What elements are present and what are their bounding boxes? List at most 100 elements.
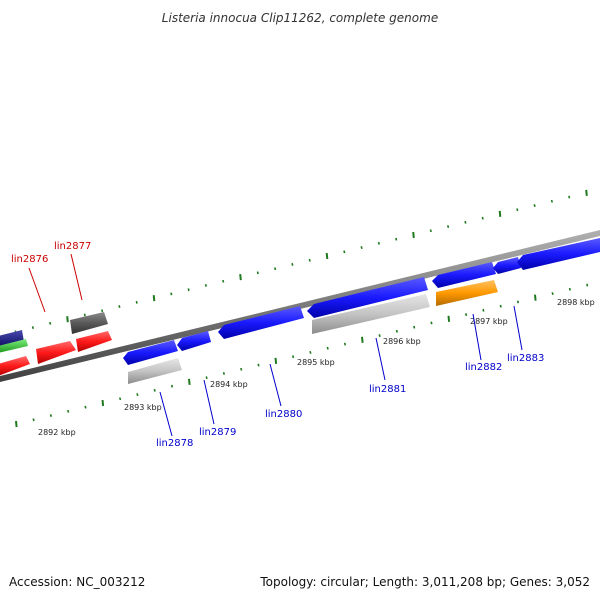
tick-mark (188, 378, 191, 385)
gene-label-lines (28, 253, 523, 437)
tick-mark (153, 388, 156, 392)
leader-line-lin2882 (472, 313, 482, 361)
tick-tracks (14, 189, 589, 428)
tick-mark (447, 315, 451, 322)
gene-label-lin2882: lin2882 (465, 362, 502, 373)
lower-strand-features (128, 280, 498, 384)
tick-mark (481, 216, 484, 220)
tick-mark (551, 292, 554, 295)
gene-arrow-red-3 (0, 356, 30, 376)
gene-arrow-lin2882 (432, 262, 496, 288)
tick-mark (291, 263, 294, 266)
tick-mark (361, 336, 364, 343)
tick-mark (119, 397, 122, 401)
tick-mark (430, 321, 433, 325)
tick-mark (309, 351, 312, 354)
leader-line-lin2883 (513, 305, 523, 351)
tick-mark (568, 195, 571, 199)
tick-mark (447, 225, 450, 228)
tick-mark (274, 357, 278, 364)
gene-arrow-lin2883a (493, 257, 521, 274)
tick-mark (429, 229, 432, 233)
gene-arrow-grey-light-2 (312, 294, 430, 334)
gene-arrow-orange (436, 280, 498, 306)
tick-mark (101, 399, 105, 407)
tick-mark (118, 305, 121, 308)
tick-mark (343, 342, 347, 346)
tick-mark (550, 199, 553, 203)
tick-mark (32, 418, 35, 422)
tick-mark (239, 274, 242, 281)
leader-line-lin2878 (159, 391, 173, 437)
gene-arrow-lin2883 (517, 238, 600, 270)
tick-mark (308, 258, 311, 262)
gene-labels: lin2876 lin2877 lin2878 lin2879 lin2880 … (11, 241, 544, 449)
tick-mark (568, 287, 571, 291)
kbp-label: 2897 kbp (470, 317, 508, 326)
map-title: Listeria innocua Clip11262, complete gen… (162, 11, 438, 25)
tick-mark (585, 189, 588, 196)
tick-mark (586, 283, 589, 287)
leader-line-lin2879 (203, 379, 215, 425)
tick-mark (135, 300, 138, 304)
tick-mark (256, 271, 259, 275)
gene-label-lin2880: lin2880 (265, 409, 302, 420)
tick-mark (360, 246, 363, 249)
gene-arrow-green (0, 339, 28, 353)
tick-mark (534, 294, 537, 301)
leader-line-lin2877 (70, 253, 83, 301)
tick-mark (84, 405, 87, 409)
tick-mark (516, 208, 519, 212)
tick-mark (205, 376, 208, 380)
tick-mark (378, 334, 381, 337)
gene-label-lin2877: lin2877 (54, 241, 91, 252)
accession-text: Accession: NC_003212 (9, 575, 145, 589)
tick-mark (49, 321, 52, 325)
kbp-label: 2894 kbp (210, 380, 248, 389)
gene-arrow-lin2881 (307, 277, 428, 318)
gene-label-lin2878: lin2878 (156, 438, 193, 449)
tick-mark (498, 210, 502, 217)
gene-arrow-red-2 (76, 331, 112, 352)
tick-mark (101, 309, 104, 313)
tick-mark (222, 279, 225, 283)
gene-arrow-grey-dark (70, 312, 108, 334)
tick-mark (533, 204, 536, 207)
gene-arrow-grey-light-1 (128, 358, 182, 384)
tick-mark (395, 329, 398, 333)
tick-mark (412, 231, 415, 239)
kbp-label: 2893 kbp (124, 403, 162, 412)
tick-mark (170, 292, 173, 296)
tick-mark (222, 372, 225, 375)
kbp-label: 2898 kbp (557, 298, 595, 307)
tick-mark (240, 367, 243, 371)
tick-mark (31, 326, 34, 329)
tick-mark (204, 284, 207, 287)
kbp-label: 2896 kbp (383, 337, 421, 346)
tick-mark (413, 325, 416, 329)
leader-line-lin2881 (375, 337, 386, 381)
gene-label-lin2881: lin2881 (369, 384, 406, 395)
tick-mark (15, 420, 18, 428)
tick-mark (170, 384, 174, 388)
tick-mark (66, 316, 69, 323)
tick-mark (343, 250, 346, 254)
tick-mark (292, 355, 295, 359)
kbp-label: 2892 kbp (38, 428, 76, 437)
leader-line-lin2876 (28, 267, 46, 313)
gene-label-lin2879: lin2879 (199, 427, 236, 438)
gene-arrow-lin2877 (36, 341, 76, 364)
gene-arrow-lin2878 (123, 340, 178, 365)
kbp-labels: 2892 kbp 2893 kbp 2894 kbp 2895 kbp 2896… (38, 298, 595, 437)
tick-mark (67, 409, 70, 413)
tick-mark (83, 313, 86, 317)
gene-arrow-lin2880 (218, 306, 304, 339)
tick-mark (326, 346, 329, 350)
tick-mark (395, 237, 398, 241)
tick-mark (482, 308, 485, 312)
tick-mark (465, 313, 468, 316)
tick-mark (136, 393, 139, 396)
tick-mark (274, 267, 277, 271)
tick-mark (499, 304, 502, 308)
